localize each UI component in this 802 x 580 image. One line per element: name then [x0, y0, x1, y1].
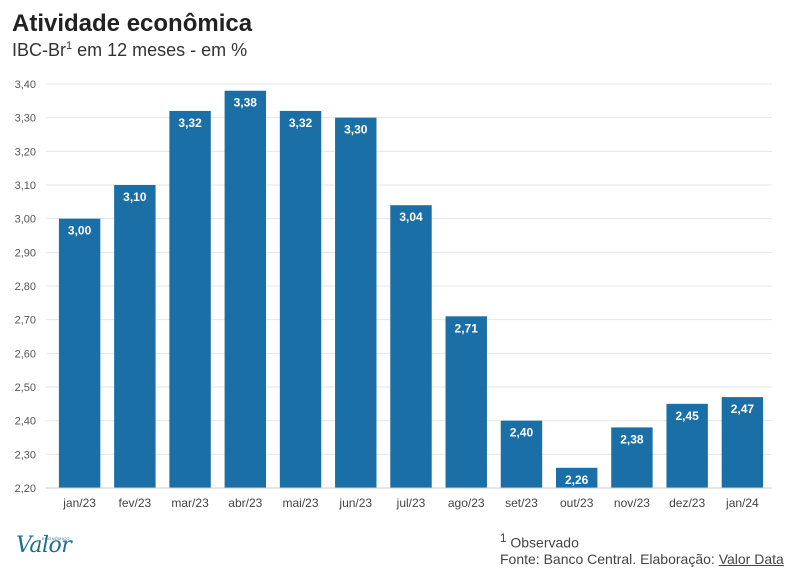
data-label: 3,32	[178, 116, 202, 130]
data-label: 3,32	[289, 116, 313, 130]
y-tick-label: 2,60	[15, 348, 36, 360]
y-tick-label: 3,20	[15, 146, 36, 158]
bar	[114, 185, 156, 488]
chart-title: Atividade econômica	[12, 10, 253, 37]
bar	[390, 205, 432, 488]
data-label: 3,04	[399, 210, 423, 224]
data-label: 2,71	[455, 321, 479, 335]
bar	[224, 90, 267, 488]
bar	[555, 467, 598, 488]
x-tick-label: mar/23	[171, 496, 209, 510]
subtitle-rest: em 12 meses - em %	[72, 40, 248, 60]
bar	[666, 403, 708, 488]
bar	[721, 397, 764, 488]
x-tick-label: set/23	[505, 496, 538, 510]
y-tick-label: 2,40	[15, 416, 36, 428]
chart-subtitle: IBC-Br1 em 12 meses - em %	[12, 40, 247, 61]
subtitle-main: IBC-Br	[12, 40, 66, 60]
x-tick-label: mai/23	[283, 496, 319, 510]
bar	[279, 110, 322, 488]
x-tick-label: nov/23	[614, 496, 650, 510]
x-tick-label: out/23	[560, 496, 594, 510]
x-tick-label: ago/23	[448, 496, 485, 510]
valor-logo: Valor	[16, 533, 72, 558]
x-tick-label: fev/23	[118, 496, 151, 510]
footnote: 1 Observado	[500, 532, 579, 551]
footnote-text: Observado	[506, 534, 579, 551]
source-prefix: Fonte: Banco Central. Elaboração:	[500, 551, 719, 567]
x-tick-label: jul/23	[396, 496, 426, 510]
y-tick-label: 2,70	[15, 315, 36, 327]
x-tick-label: dez/23	[669, 496, 705, 510]
data-label: 3,10	[123, 190, 147, 204]
y-tick-label: 3,30	[15, 113, 36, 125]
y-tick-label: 3,00	[15, 214, 36, 226]
data-label: 2,45	[675, 409, 699, 423]
source-link-valor-data[interactable]: Valor Data	[718, 551, 784, 567]
data-label: 3,00	[68, 224, 92, 238]
x-tick-label: abr/23	[228, 496, 262, 510]
bar	[335, 117, 377, 489]
bar	[58, 218, 101, 488]
y-tick-label: 2,90	[15, 247, 36, 259]
bar	[500, 420, 543, 488]
bar	[445, 316, 487, 488]
data-label: 2,40	[510, 426, 534, 440]
y-tick-label: 2,50	[15, 382, 36, 394]
x-tick-label: jun/23	[338, 496, 372, 510]
data-label: 2,47	[731, 402, 755, 416]
bar	[169, 110, 211, 488]
y-tick-label: 2,80	[15, 281, 36, 293]
data-label: 2,26	[565, 473, 589, 487]
footnote-marker: 1	[500, 532, 507, 545]
y-tick-label: 3,40	[15, 79, 36, 91]
valor-logo-tagline: ECONÔMICO	[42, 536, 70, 541]
data-label: 2,38	[620, 432, 644, 446]
y-tick-label: 2,20	[15, 483, 36, 495]
source-line: Fonte: Banco Central. Elaboração: Valor …	[500, 551, 784, 567]
data-label: 3,38	[234, 96, 258, 110]
x-tick-label: jan/23	[62, 496, 96, 510]
subtitle-footnote-marker: 1	[66, 40, 73, 52]
x-tick-label: jan/24	[725, 496, 759, 510]
y-tick-label: 2,30	[15, 449, 36, 461]
y-tick-label: 3,10	[15, 180, 36, 192]
data-label: 3,30	[344, 123, 368, 137]
bar	[611, 427, 653, 488]
